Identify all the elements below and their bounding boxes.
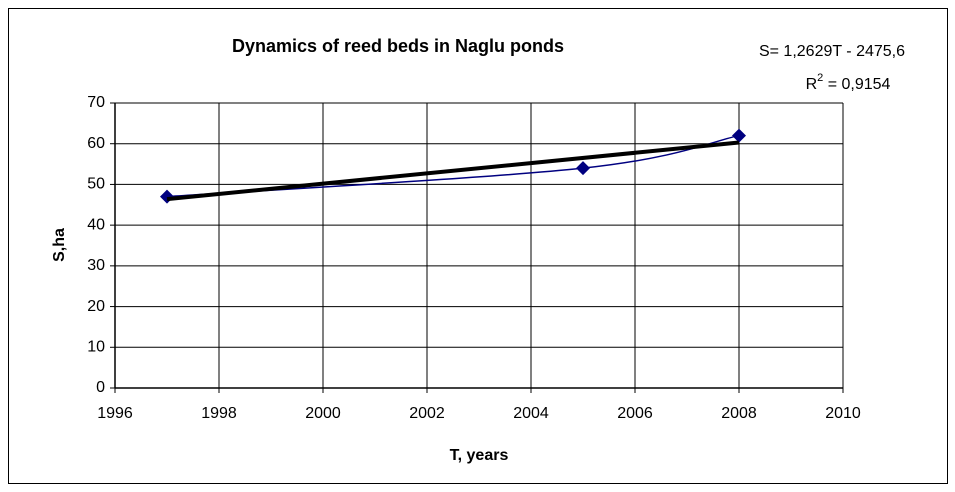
x-tick-label: 2000 <box>305 405 341 422</box>
marker <box>732 128 746 143</box>
trendline <box>166 140 740 202</box>
y-tick-label: 70 <box>87 94 105 111</box>
y-tick-label: 60 <box>87 135 105 152</box>
x-tick-label: 1998 <box>201 405 237 422</box>
y-tick-label: 40 <box>87 216 105 233</box>
chart-border <box>8 8 948 484</box>
r-base: R <box>806 76 818 93</box>
y-tick-label: 20 <box>87 298 105 315</box>
marker <box>576 161 590 176</box>
r-rest: = 0,9154 <box>823 76 890 93</box>
x-tick-label: 2006 <box>617 405 653 422</box>
x-tick-label: 2008 <box>721 405 757 422</box>
y-tick-label: 10 <box>87 339 105 356</box>
x-axis-label: T, years <box>450 447 509 464</box>
equation: S= 1,2629T - 2475,6 <box>759 43 905 60</box>
r-squared: R2 = 0,9154 <box>806 72 891 93</box>
x-tick-label: 2004 <box>513 405 549 422</box>
x-tick-label: 1996 <box>97 405 133 422</box>
x-tick-label: 2010 <box>825 405 861 422</box>
chart-title: Dynamics of reed beds in Naglu ponds <box>232 36 564 56</box>
y-axis-label: S,ha <box>51 228 68 262</box>
y-tick-label: 0 <box>96 379 105 396</box>
y-tick-label: 50 <box>87 176 105 193</box>
y-tick-label: 30 <box>87 257 105 274</box>
x-tick-label: 2002 <box>409 405 445 422</box>
r-sup: 2 <box>817 72 823 84</box>
